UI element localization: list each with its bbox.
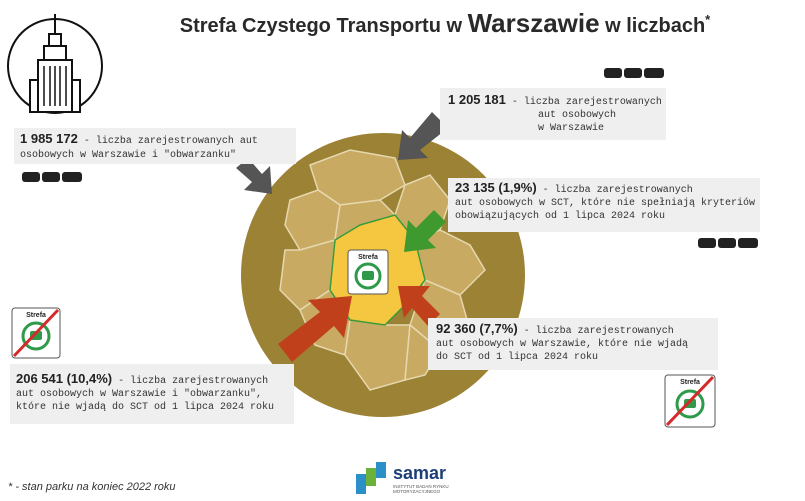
sign-label: Strefa: [680, 379, 700, 386]
svg-text:23 135 (1,9%) - liczba zarejes: 23 135 (1,9%) - liczba zarejestrowanych a…: [455, 180, 755, 222]
svg-text:1 985 172 - liczba zarejestrow: 1 985 172 - liczba zarejestrowanych aut o…: [20, 131, 258, 161]
text: - liczba zarejestrowanych: [537, 184, 693, 196]
text: 23 135 (1,9%): [455, 180, 537, 195]
sct-end-sign: Strefa: [11, 307, 61, 359]
sign-label: Strefa: [358, 254, 378, 261]
palace-icon: [7, 14, 103, 114]
text: 1 205 181: [448, 92, 506, 107]
text: - liczba zarejestrowanych: [518, 325, 674, 337]
text: osobowych w Warszawie i "obwarzanku": [20, 149, 236, 161]
text: które nie wjadą do SCT od 1 lipca 2024 r…: [16, 401, 274, 413]
callout: 1 985 172 - liczba zarejestrowanych aut o…: [14, 128, 296, 164]
text: w liczbach: [600, 15, 706, 37]
sct-sign: Strefa: [347, 249, 389, 295]
car-icons: [22, 68, 758, 248]
callout: 23 135 (1,9%) - liczba zarejestrowanych a…: [448, 178, 760, 232]
callout: 1 205 181 - liczba zarejestrowanych aut o…: [440, 88, 666, 140]
callout: 206 541 (10,4%) - liczba zarejestrowanyc…: [10, 364, 294, 424]
text: MOTORYZACYJNEGO: [393, 489, 441, 494]
text: - liczba zarejestrowanych aut: [78, 135, 258, 147]
text: INSTYTUT BADAŃ RYNKU: [393, 483, 449, 489]
text: - liczba zarejestrowanych: [112, 375, 268, 387]
callout: 92 360 (7,7%) - liczba zarejestrowanych a…: [428, 318, 718, 370]
title: Strefa Czystego Transportu w Warszawie w…: [180, 8, 711, 38]
text: aut osobowych w SCT, które nie spełniają…: [455, 197, 755, 209]
text: 92 360 (7,7%): [436, 321, 518, 336]
district-map: [279, 149, 486, 391]
svg-text:92 360 (7,7%) - liczba zarejes: 92 360 (7,7%) - liczba zarejestrowanych a…: [436, 321, 688, 363]
text: - liczba zarejestrowanych: [506, 96, 662, 108]
svg-text:1 205 181 - liczba zarejestrow: 1 205 181 - liczba zarejestrowanych aut o…: [448, 92, 662, 134]
text: w Warszawie: [538, 122, 604, 134]
text: 206 541 (10,4%): [16, 371, 112, 386]
text: Warszawie: [468, 8, 600, 38]
logo-name: samar: [393, 463, 446, 483]
text: *: [705, 12, 711, 27]
text: do SCT od 1 lipca 2024 roku: [436, 351, 598, 363]
sct-end-sign: Strefa: [664, 374, 716, 428]
footnote: * - stan parku na koniec 2022 roku: [8, 481, 176, 493]
text: obowiązujących od 1 lipca 2024 roku: [455, 210, 665, 222]
sign-label: Strefa: [26, 312, 46, 319]
logo: samar INSTYTUT BADAŃ RYNKU MOTORYZACYJNEG…: [356, 462, 449, 494]
text: 1 985 172: [20, 131, 78, 146]
text: aut osobowych w Warszawie i "obwarzanku"…: [16, 388, 262, 400]
text: aut osobowych: [538, 109, 616, 121]
text: Strefa Czystego Transportu w: [180, 15, 468, 37]
text: aut osobowych w Warszawie, które nie wja…: [436, 338, 688, 350]
svg-text:206 541 (10,4%) - liczba zarej: 206 541 (10,4%) - liczba zarejestrowanyc…: [16, 371, 274, 413]
logo-tagline: INSTYTUT BADAŃ RYNKU MOTORYZACYJNEGO: [393, 483, 449, 494]
arrows: [236, 112, 448, 362]
